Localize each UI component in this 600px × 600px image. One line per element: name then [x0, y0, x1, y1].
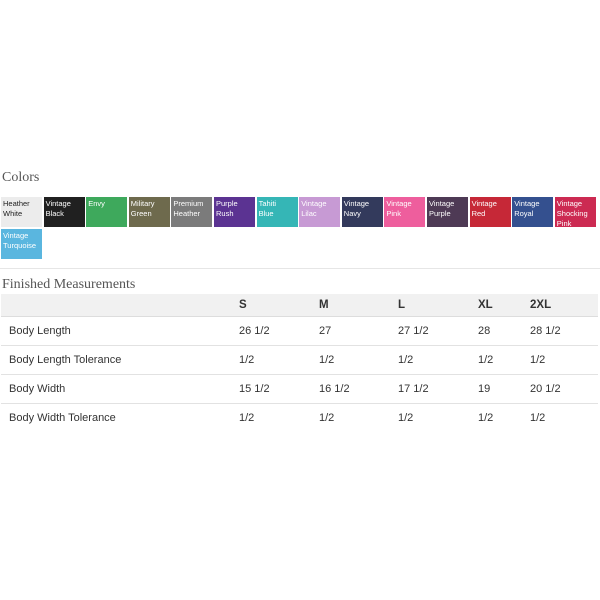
size-header-2xl: 2XL [530, 294, 598, 317]
color-swatch[interactable]: Envy [86, 197, 128, 227]
size-header-xl: XL [478, 294, 530, 317]
section-divider [0, 268, 600, 269]
color-swatch[interactable]: Heather White [1, 197, 42, 227]
color-swatch[interactable]: Vintage Red [469, 197, 511, 227]
table-row: Body Length 26 1/2 27 27 1/2 28 28 1/2 [1, 316, 598, 346]
color-swatch[interactable]: Vintage Turquoise [1, 229, 42, 259]
row-label: Body Width [1, 374, 239, 404]
size-header-s: S [239, 294, 319, 317]
table-cell: 1/2 [319, 345, 398, 375]
table-cell: 1/2 [398, 345, 478, 375]
table-cell: 1/2 [530, 345, 598, 375]
table-cell: 26 1/2 [239, 316, 319, 346]
table-cell: 15 1/2 [239, 374, 319, 404]
table-cell: 1/2 [319, 412, 335, 424]
table-cell: 1/2 [478, 412, 494, 424]
color-swatch[interactable]: Vintage Pink [384, 197, 426, 227]
color-swatch[interactable]: Military Green [128, 197, 170, 227]
size-header-l: L [398, 294, 478, 317]
table-row: Body Width Tolerance 1/2 1/2 1/2 1/2 1/2 [1, 404, 598, 433]
row-label: Body Length Tolerance [1, 345, 239, 375]
table-cell: 1/2 [398, 412, 414, 424]
color-swatch[interactable]: Vintage Navy [341, 197, 383, 227]
color-swatch[interactable]: Vintage Lilac [299, 197, 341, 227]
color-swatch[interactable]: Vintage Shocking Pink [554, 197, 596, 227]
table-row: Body Width 15 1/2 16 1/2 17 1/2 19 20 1/… [1, 374, 598, 404]
color-swatch[interactable]: Vintage Purple [427, 197, 468, 227]
table-cell: 1/2 [239, 412, 255, 424]
measurements-heading: Finished Measurements [2, 277, 136, 292]
color-swatch[interactable]: Purple Rush [214, 197, 255, 227]
table-cell: 28 [478, 316, 530, 346]
table-cell: 1/2 [530, 412, 546, 424]
color-swatch[interactable]: Tahiti Blue [256, 197, 298, 227]
row-label: Body Length [1, 316, 239, 346]
color-swatch[interactable]: Vintage Black [43, 197, 85, 227]
table-cell: 28 1/2 [530, 316, 598, 346]
table-cell: 17 1/2 [398, 374, 478, 404]
colors-heading: Colors [2, 170, 40, 185]
color-swatch[interactable]: Premium Heather [171, 197, 213, 227]
row-label: Body Width Tolerance [9, 412, 116, 424]
size-header-row: S M L XL 2XL [1, 294, 598, 317]
table-cell: 27 [319, 316, 398, 346]
measurements-table: S M L XL 2XL Body Length 26 1/2 27 27 1/… [1, 294, 598, 432]
table-cell: 1/2 [478, 345, 530, 375]
table-cell: 19 [478, 374, 530, 404]
table-cell: 16 1/2 [319, 374, 398, 404]
size-header-m: M [319, 294, 398, 317]
table-row: Body Length Tolerance 1/2 1/2 1/2 1/2 1/… [1, 345, 598, 375]
table-cell: 27 1/2 [398, 316, 478, 346]
color-swatch[interactable]: Vintage Royal [512, 197, 554, 227]
header-blank-cell [1, 294, 239, 317]
table-cell: 1/2 [239, 345, 319, 375]
table-cell: 20 1/2 [530, 374, 598, 404]
